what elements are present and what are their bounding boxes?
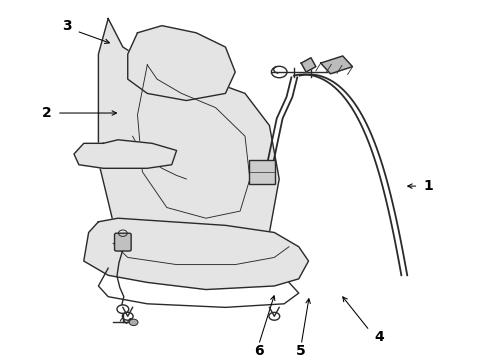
Text: 1: 1 [423,179,433,193]
Polygon shape [98,18,279,257]
Text: 6: 6 [254,344,264,358]
Polygon shape [128,26,235,100]
Text: 2: 2 [42,106,52,120]
Polygon shape [321,56,352,74]
Text: 5: 5 [296,344,306,358]
Polygon shape [84,218,309,289]
FancyBboxPatch shape [249,160,275,184]
Text: 4: 4 [374,330,384,343]
Text: 3: 3 [62,19,72,33]
FancyBboxPatch shape [115,233,131,251]
Polygon shape [74,140,176,168]
Circle shape [129,319,138,325]
Polygon shape [301,58,316,72]
